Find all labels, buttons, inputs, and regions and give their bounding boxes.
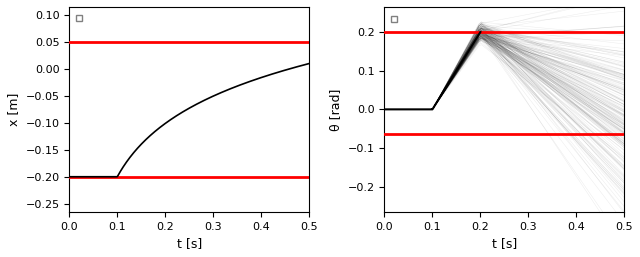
X-axis label: t [s]: t [s] <box>177 237 202 250</box>
Y-axis label: x [m]: x [m] <box>7 93 20 126</box>
X-axis label: t [s]: t [s] <box>492 237 517 250</box>
Y-axis label: θ [rad]: θ [rad] <box>329 88 342 131</box>
